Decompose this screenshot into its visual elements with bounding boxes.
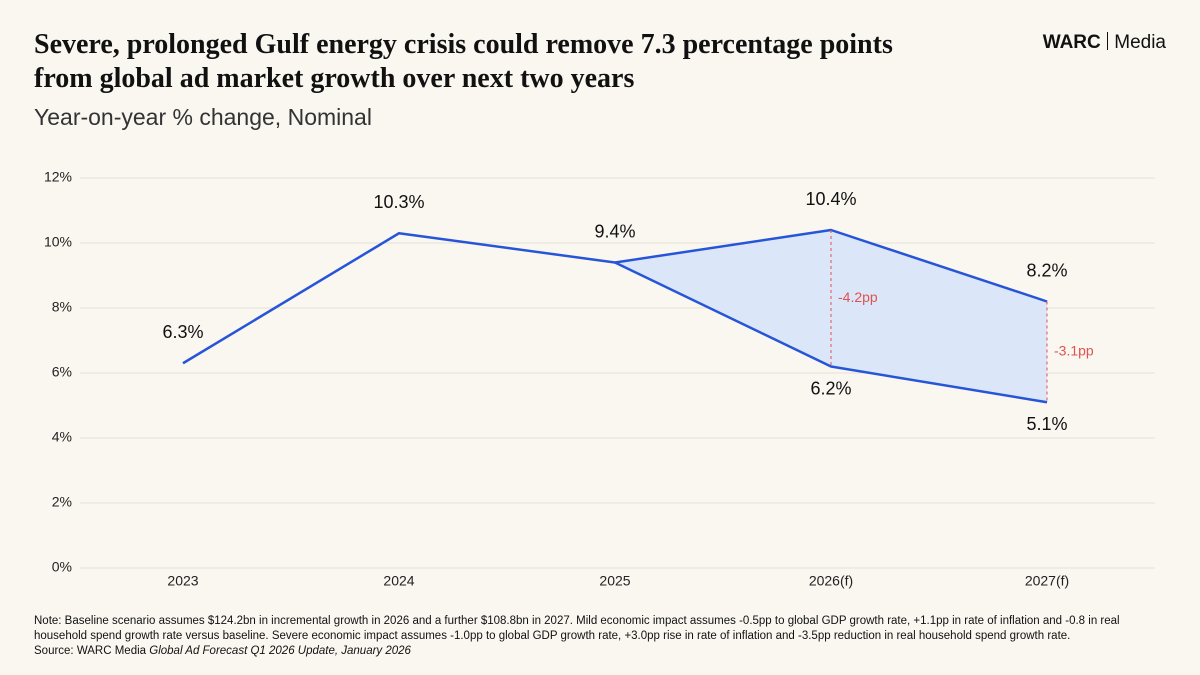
annotation: -4.2pp bbox=[838, 289, 878, 305]
brand-sub: Media bbox=[1114, 32, 1166, 53]
data-label: 10.4% bbox=[805, 189, 856, 209]
brand-name: WARC bbox=[1042, 32, 1101, 53]
chart-title: Severe, prolonged Gulf energy crisis cou… bbox=[34, 29, 893, 94]
x-tick-label: 2023 bbox=[167, 573, 198, 589]
source: Source: WARC Media Global Ad Forecast Q1… bbox=[34, 644, 1174, 659]
y-tick-label: 10% bbox=[44, 234, 72, 250]
y-tick-label: 2% bbox=[52, 494, 72, 510]
data-label: 5.1% bbox=[1026, 414, 1067, 434]
annotation: -3.1pp bbox=[1054, 343, 1094, 359]
x-tick-label: 2027(f) bbox=[1025, 573, 1069, 589]
y-tick-label: 6% bbox=[52, 364, 72, 380]
y-tick-label: 4% bbox=[52, 429, 72, 445]
brand: WARC Media bbox=[1043, 32, 1166, 54]
data-label: 9.4% bbox=[594, 221, 635, 241]
x-tick-label: 2026(f) bbox=[809, 573, 853, 589]
note: Note: Baseline scenario assumes $124.2bn… bbox=[34, 615, 1120, 642]
brand-separator bbox=[1106, 32, 1109, 50]
data-label: 6.3% bbox=[162, 322, 203, 342]
data-label: 6.2% bbox=[810, 378, 851, 398]
y-tick-label: 8% bbox=[52, 299, 72, 315]
chart: 0% 2% 4% 6% 8% 10% 12% 2023 2024 2025 2026(f) 2027(… bbox=[44, 169, 1155, 589]
data-label: 10.3% bbox=[373, 192, 424, 212]
data-label: 8.2% bbox=[1026, 260, 1067, 280]
x-tick-label: 2025 bbox=[599, 573, 630, 589]
source-prefix: Source: WARC Media bbox=[34, 645, 147, 657]
x-tick-label: 2024 bbox=[383, 573, 414, 589]
source-title: Global Ad Forecast Q1 2026 Update, Janua… bbox=[149, 645, 411, 657]
y-tick-label: 12% bbox=[44, 169, 72, 185]
chart-subtitle: Year-on-year % change, Nominal bbox=[34, 104, 372, 130]
y-tick-label: 0% bbox=[52, 559, 72, 575]
series-line bbox=[614, 261, 1048, 404]
footnote: Note: Baseline scenario assumes $124.2bn… bbox=[34, 614, 1174, 659]
